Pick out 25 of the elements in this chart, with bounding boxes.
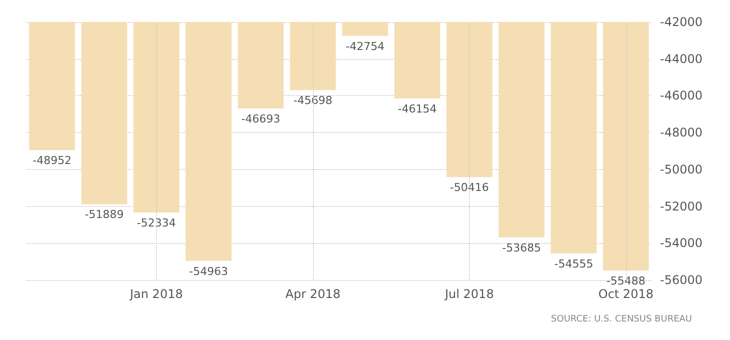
- y-tick-label: -42000: [660, 15, 703, 29]
- data-label: -52334: [136, 216, 176, 230]
- y-tick-label: -54000: [660, 236, 703, 250]
- y-tick-label: -56000: [660, 273, 703, 287]
- data-label: -46693: [241, 112, 280, 126]
- data-label: -53685: [502, 241, 542, 254]
- data-label: -54555: [554, 257, 594, 270]
- x-tick-label: Apr 2018: [285, 287, 340, 301]
- source-note: SOURCE: U.S. CENSUS BUREAU: [551, 314, 692, 324]
- data-label: -51889: [84, 208, 124, 222]
- y-tick-label: -50000: [660, 162, 703, 176]
- data-label: -48952: [32, 154, 72, 168]
- y-tick-label: -44000: [660, 52, 703, 66]
- x-tick-label: Jul 2018: [444, 287, 494, 301]
- data-label: -46154: [398, 102, 437, 116]
- x-tick-label: Oct 2018: [598, 287, 654, 301]
- y-tick-label: -52000: [660, 199, 703, 214]
- y-tick-label: -46000: [660, 88, 703, 103]
- data-label: -42754: [346, 40, 385, 53]
- data-label: -45698: [293, 94, 332, 108]
- x-tick-label: Jan 2018: [128, 287, 183, 301]
- data-label: -54963: [189, 264, 228, 278]
- data-label: -55488: [606, 274, 646, 288]
- data-label: -50416: [450, 181, 489, 194]
- y-tick-label: -48000: [660, 126, 703, 140]
